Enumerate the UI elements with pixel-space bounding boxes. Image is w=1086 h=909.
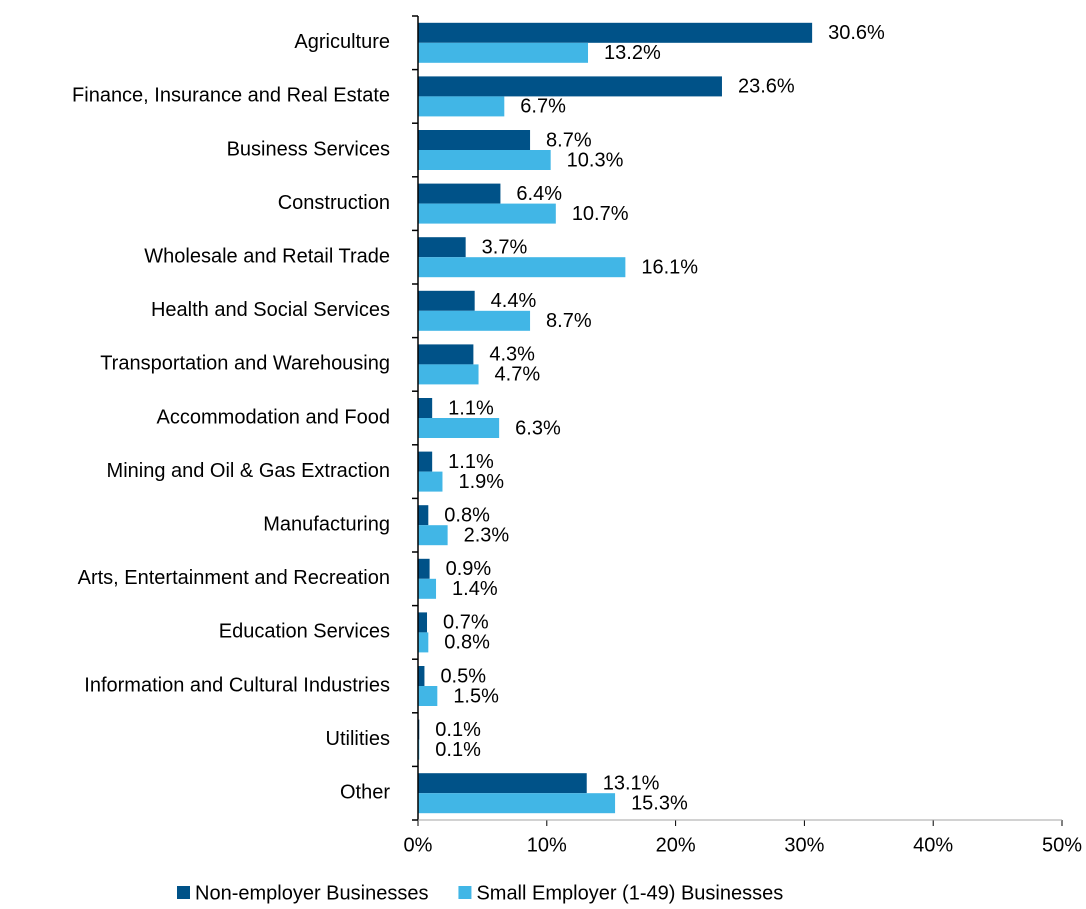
data-label: 1.4% bbox=[452, 578, 498, 600]
data-label: 0.1% bbox=[435, 719, 481, 741]
y-tick-label: Arts, Entertainment and Recreation bbox=[78, 567, 390, 589]
bar bbox=[418, 76, 722, 97]
data-label: 23.6% bbox=[738, 76, 795, 98]
bar bbox=[418, 344, 474, 365]
bar bbox=[418, 558, 430, 579]
data-label: 0.5% bbox=[440, 665, 486, 687]
bar bbox=[418, 290, 475, 311]
y-tick-label: Finance, Insurance and Real Estate bbox=[72, 85, 390, 107]
data-label: 6.4% bbox=[516, 183, 562, 205]
bar bbox=[418, 418, 500, 438]
x-tick-label: 20% bbox=[656, 834, 696, 856]
bar bbox=[418, 505, 429, 526]
data-label: 1.9% bbox=[458, 471, 504, 493]
data-label: 15.3% bbox=[631, 792, 688, 814]
y-tick-label: Agriculture bbox=[294, 31, 390, 53]
data-label: 1.1% bbox=[448, 451, 494, 473]
x-tick-label: 30% bbox=[784, 834, 824, 856]
data-label: 0.9% bbox=[446, 558, 492, 580]
bar bbox=[418, 525, 448, 546]
bar bbox=[418, 42, 589, 63]
bar bbox=[418, 451, 433, 472]
bar bbox=[418, 310, 531, 331]
x-tick-label: 50% bbox=[1042, 834, 1082, 856]
bar bbox=[418, 398, 433, 418]
y-tick-label: Other bbox=[340, 781, 390, 803]
x-tick-label: 40% bbox=[913, 834, 953, 856]
data-label: 13.2% bbox=[604, 42, 661, 64]
bar bbox=[418, 666, 425, 686]
data-label: 3.7% bbox=[482, 236, 528, 258]
bar bbox=[418, 471, 443, 492]
y-tick-label: Utilities bbox=[326, 728, 390, 750]
y-tick-label: Transportation and Warehousing bbox=[100, 353, 390, 375]
y-tick-label: Education Services bbox=[219, 621, 390, 643]
bar bbox=[418, 773, 587, 794]
bar bbox=[418, 364, 479, 385]
y-tick-label: Manufacturing bbox=[263, 513, 390, 535]
legend-swatch bbox=[177, 886, 190, 899]
data-label: 4.7% bbox=[495, 364, 541, 386]
data-label: 10.3% bbox=[567, 149, 624, 171]
data-label: 0.7% bbox=[443, 612, 489, 634]
bar bbox=[418, 578, 437, 599]
bar bbox=[418, 612, 428, 633]
y-tick-label: Business Services bbox=[227, 138, 390, 160]
data-label: 6.7% bbox=[520, 96, 566, 118]
bar bbox=[418, 686, 438, 706]
x-tick-label: 0% bbox=[404, 834, 433, 856]
y-tick-label: Construction bbox=[278, 192, 390, 214]
y-tick-label: Wholesale and Retail Trade bbox=[144, 245, 390, 267]
data-label: 0.8% bbox=[444, 632, 490, 654]
bar bbox=[418, 96, 505, 117]
bar bbox=[418, 257, 626, 278]
y-tick-label: Information and Cultural Industries bbox=[84, 674, 390, 696]
bar bbox=[418, 150, 551, 170]
legend-label: Small Employer (1-49) Businesses bbox=[476, 882, 783, 904]
bar bbox=[418, 237, 466, 258]
data-label: 1.5% bbox=[453, 685, 499, 707]
bar bbox=[418, 203, 556, 224]
y-tick-label: Accommodation and Food bbox=[157, 406, 390, 428]
data-label: 8.7% bbox=[546, 310, 592, 332]
y-tick-label: Health and Social Services bbox=[151, 299, 390, 321]
data-label: 10.7% bbox=[572, 203, 629, 225]
legend-swatch bbox=[458, 886, 472, 899]
legend-label: Non-employer Businesses bbox=[195, 882, 428, 904]
data-label: 0.1% bbox=[435, 739, 481, 761]
data-label: 30.6% bbox=[828, 22, 885, 44]
y-tick-label: Mining and Oil & Gas Extraction bbox=[107, 460, 390, 482]
bar bbox=[418, 130, 531, 150]
bar bbox=[418, 632, 429, 653]
data-label: 16.1% bbox=[641, 256, 698, 278]
bar bbox=[418, 793, 616, 814]
data-label: 4.3% bbox=[489, 344, 535, 366]
data-label: 8.7% bbox=[546, 129, 592, 151]
x-tick-label: 10% bbox=[527, 834, 567, 856]
data-label: 1.1% bbox=[448, 397, 494, 419]
data-label: 6.3% bbox=[515, 417, 561, 439]
bar bbox=[418, 22, 813, 43]
data-label: 2.3% bbox=[464, 524, 510, 546]
data-label: 13.1% bbox=[603, 772, 660, 794]
bar bbox=[418, 183, 501, 204]
data-label: 0.8% bbox=[444, 504, 490, 526]
data-label: 4.4% bbox=[491, 290, 537, 312]
